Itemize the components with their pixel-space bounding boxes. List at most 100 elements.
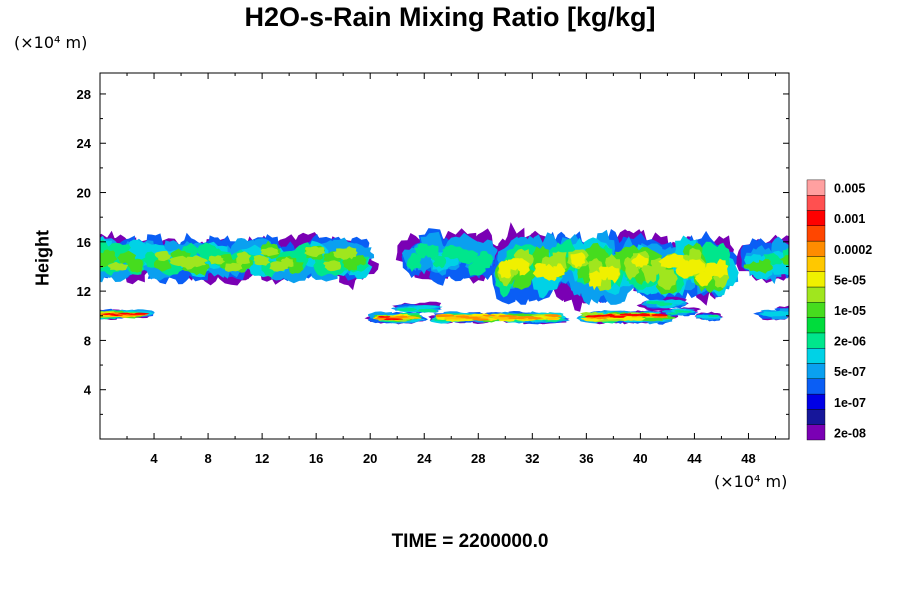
contour-blob	[435, 314, 455, 318]
contour-blob	[656, 302, 673, 307]
contour-blob	[657, 268, 678, 290]
y-tick-label: 8	[84, 333, 91, 348]
x-tick-label: 20	[363, 451, 377, 466]
contour-blob	[344, 246, 358, 260]
contour-blob	[424, 244, 439, 261]
contour-blob	[383, 318, 403, 321]
contour-blob	[394, 315, 409, 319]
colorbar-swatch	[806, 332, 826, 349]
colorbar-label: 0.0002	[834, 243, 872, 257]
x-tick-label: 8	[204, 451, 211, 466]
contour-blob	[707, 314, 719, 317]
contour-blob	[456, 249, 479, 265]
contour-blob	[666, 312, 678, 315]
contour-blob	[622, 317, 646, 321]
contour-blob	[545, 317, 562, 321]
y-tick-label: 20	[77, 186, 91, 201]
chart-title: H2O-s-Rain Mixing Ratio [kg/kg]	[244, 2, 656, 32]
x-tick-label: 28	[471, 451, 485, 466]
contour-blob	[631, 253, 649, 268]
colorbar-swatch	[806, 393, 826, 410]
contour-blob	[543, 314, 562, 318]
x-axis-unit: (×10⁴ m)	[714, 472, 788, 491]
colorbar-label: 1e-05	[834, 304, 866, 318]
contour-blob	[352, 255, 367, 266]
colorbar-label: 2e-06	[834, 335, 866, 349]
contour-blob	[376, 315, 392, 318]
contour-blob	[208, 255, 225, 265]
contour-blob	[224, 262, 243, 272]
contour-blob	[100, 249, 118, 265]
y-tick-label: 12	[77, 284, 91, 299]
contour-blob	[683, 259, 706, 275]
contour-blob	[609, 315, 627, 318]
contour-blob	[779, 254, 789, 265]
contour-blob	[552, 263, 566, 278]
contour-blob	[773, 311, 789, 316]
y-axis-unit: (×10⁴ m)	[14, 33, 88, 52]
x-tick-label: 44	[687, 451, 702, 466]
contour-blob	[595, 316, 609, 320]
colorbar-swatch	[806, 271, 826, 288]
colorbar-label: 1e-07	[834, 396, 866, 410]
plot-frame	[99, 72, 790, 440]
contour-blob	[406, 252, 422, 272]
colorbar-swatch	[806, 194, 826, 211]
colorbar-swatch	[806, 225, 826, 242]
contour-blob	[636, 313, 651, 317]
contour-blob	[713, 258, 729, 279]
time-label: TIME = 2200000.0	[391, 531, 549, 552]
colorbar-label: 0.001	[834, 212, 865, 226]
contour-blob	[100, 313, 116, 315]
x-tick-label: 24	[417, 451, 432, 466]
x-tick-label: 4	[150, 451, 158, 466]
contour-blob	[253, 254, 271, 266]
colorbar-label: 0.005	[834, 182, 865, 196]
contour-blob	[606, 265, 621, 284]
colorbar-swatch	[806, 286, 826, 303]
colorbar-swatch	[806, 317, 826, 334]
contour-blob	[304, 246, 326, 258]
contour-blob	[482, 314, 498, 317]
colorbar-swatch	[806, 378, 826, 395]
x-tick-label: 48	[741, 451, 755, 466]
colorbar-swatch	[806, 302, 826, 318]
contour-blob	[498, 259, 512, 279]
contour-blob	[753, 258, 773, 274]
x-tick-label: 16	[309, 451, 323, 466]
contour-blob	[131, 312, 150, 315]
colorbar-swatch	[806, 240, 826, 257]
colorbar-swatch	[806, 179, 826, 196]
y-axis-label: Height	[32, 230, 53, 286]
contour-blob	[412, 305, 443, 309]
contour-blob	[127, 259, 143, 273]
contour-blob	[416, 309, 438, 313]
colorbar-label: 2e-08	[834, 426, 866, 440]
contour-blob	[570, 252, 586, 269]
contour-blob	[154, 250, 171, 262]
colorbar-label: 5e-07	[834, 365, 866, 379]
colorbar: 0.005 0.001 0.0002 5e-05 1e-05 2e-06 5e-07 1e-0…	[806, 179, 872, 441]
contour-blob	[651, 313, 669, 317]
y-tick-label: 16	[77, 235, 91, 250]
contour-blob	[680, 310, 693, 313]
contour-blob	[588, 270, 602, 291]
contour-blob	[516, 258, 530, 276]
x-tick-label: 32	[525, 451, 539, 466]
colorbar-swatch	[806, 409, 826, 425]
colorbar-swatch	[806, 256, 826, 272]
y-tick-label: 24	[77, 136, 92, 151]
colorbar-swatch	[806, 424, 826, 441]
contour-blob	[471, 318, 491, 321]
contour-blob	[542, 263, 557, 282]
contour-blob	[475, 250, 493, 269]
contour-blob	[550, 251, 567, 271]
x-tick-label: 40	[633, 451, 647, 466]
contour-blob	[694, 269, 713, 287]
x-tick-label: 12	[255, 451, 269, 466]
contour-blob	[603, 313, 616, 317]
contour-blob	[109, 314, 123, 317]
contour-blob	[527, 316, 544, 320]
colorbar-swatch	[806, 348, 826, 364]
